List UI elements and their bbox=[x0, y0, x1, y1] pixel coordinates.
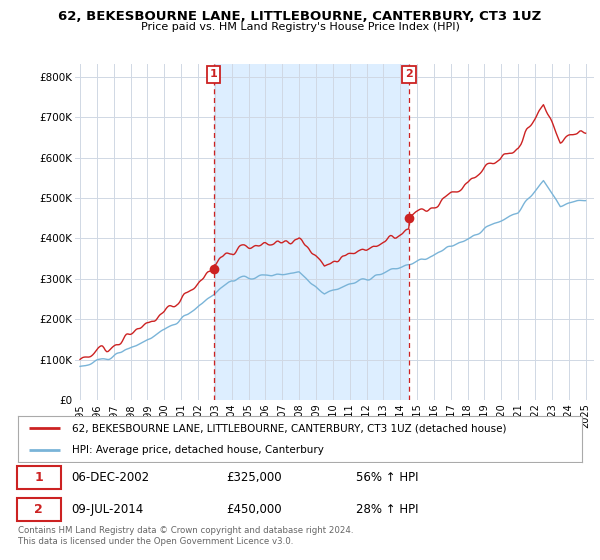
Text: Price paid vs. HM Land Registry's House Price Index (HPI): Price paid vs. HM Land Registry's House … bbox=[140, 22, 460, 32]
Text: 56% ↑ HPI: 56% ↑ HPI bbox=[356, 471, 419, 484]
Text: HPI: Average price, detached house, Canterbury: HPI: Average price, detached house, Cant… bbox=[71, 445, 323, 455]
Bar bbox=[214, 64, 409, 400]
Text: Contains HM Land Registry data © Crown copyright and database right 2024.
This d: Contains HM Land Registry data © Crown c… bbox=[18, 526, 353, 546]
Text: 09-JUL-2014: 09-JUL-2014 bbox=[71, 503, 144, 516]
Text: £325,000: £325,000 bbox=[227, 471, 283, 484]
Text: 2: 2 bbox=[405, 69, 413, 80]
Text: 2: 2 bbox=[34, 503, 43, 516]
Text: 1: 1 bbox=[34, 471, 43, 484]
Text: 62, BEKESBOURNE LANE, LITTLEBOURNE, CANTERBURY, CT3 1UZ (detached house): 62, BEKESBOURNE LANE, LITTLEBOURNE, CANT… bbox=[71, 423, 506, 433]
Text: £450,000: £450,000 bbox=[227, 503, 283, 516]
Text: 1: 1 bbox=[209, 69, 217, 80]
Text: 62, BEKESBOURNE LANE, LITTLEBOURNE, CANTERBURY, CT3 1UZ: 62, BEKESBOURNE LANE, LITTLEBOURNE, CANT… bbox=[58, 10, 542, 23]
FancyBboxPatch shape bbox=[17, 466, 61, 489]
Text: 06-DEC-2002: 06-DEC-2002 bbox=[71, 471, 150, 484]
Text: 28% ↑ HPI: 28% ↑ HPI bbox=[356, 503, 419, 516]
FancyBboxPatch shape bbox=[17, 498, 61, 521]
